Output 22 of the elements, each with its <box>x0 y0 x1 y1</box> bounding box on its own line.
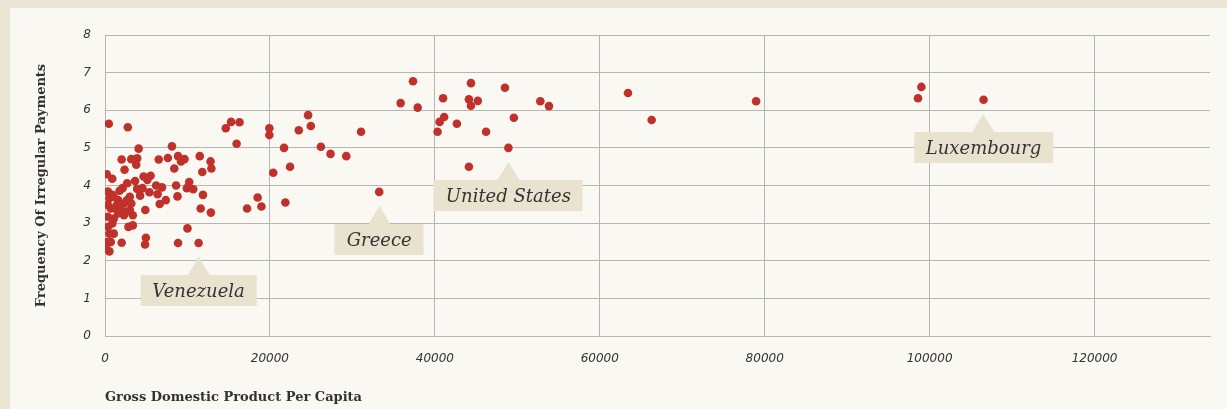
annotation: Luxembourg <box>913 131 1054 163</box>
x-tick-label: 40000 <box>415 351 455 366</box>
annotation: Venezuela <box>140 275 257 307</box>
y-tick-label: 6 <box>83 102 92 117</box>
y-tick-label: 0 <box>83 328 92 343</box>
x-tick-label: 100000 <box>906 351 953 366</box>
y-tick-label: 7 <box>83 64 92 79</box>
y-tick-label: 4 <box>83 177 91 192</box>
y-tick-label: 3 <box>83 215 91 230</box>
x-tick-label: 0 <box>101 351 110 366</box>
y-tick-label: 8 <box>83 27 92 42</box>
x-tick-label: 20000 <box>250 351 290 366</box>
x-tick-label: 80000 <box>745 351 785 366</box>
annotation: United States <box>433 179 583 211</box>
x-tick-label: 60000 <box>580 351 620 366</box>
y-axis-title: Frequency Of Irregular Payments <box>33 63 49 308</box>
x-axis-title: Gross Domestic Product Per Capita <box>105 388 363 404</box>
y-tick-label: 1 <box>83 290 91 305</box>
annotation: Greece <box>334 223 424 255</box>
x-tick-label: 120000 <box>1071 351 1118 366</box>
y-tick-label: 5 <box>83 140 91 154</box>
y-tick-label: 2 <box>83 252 91 267</box>
